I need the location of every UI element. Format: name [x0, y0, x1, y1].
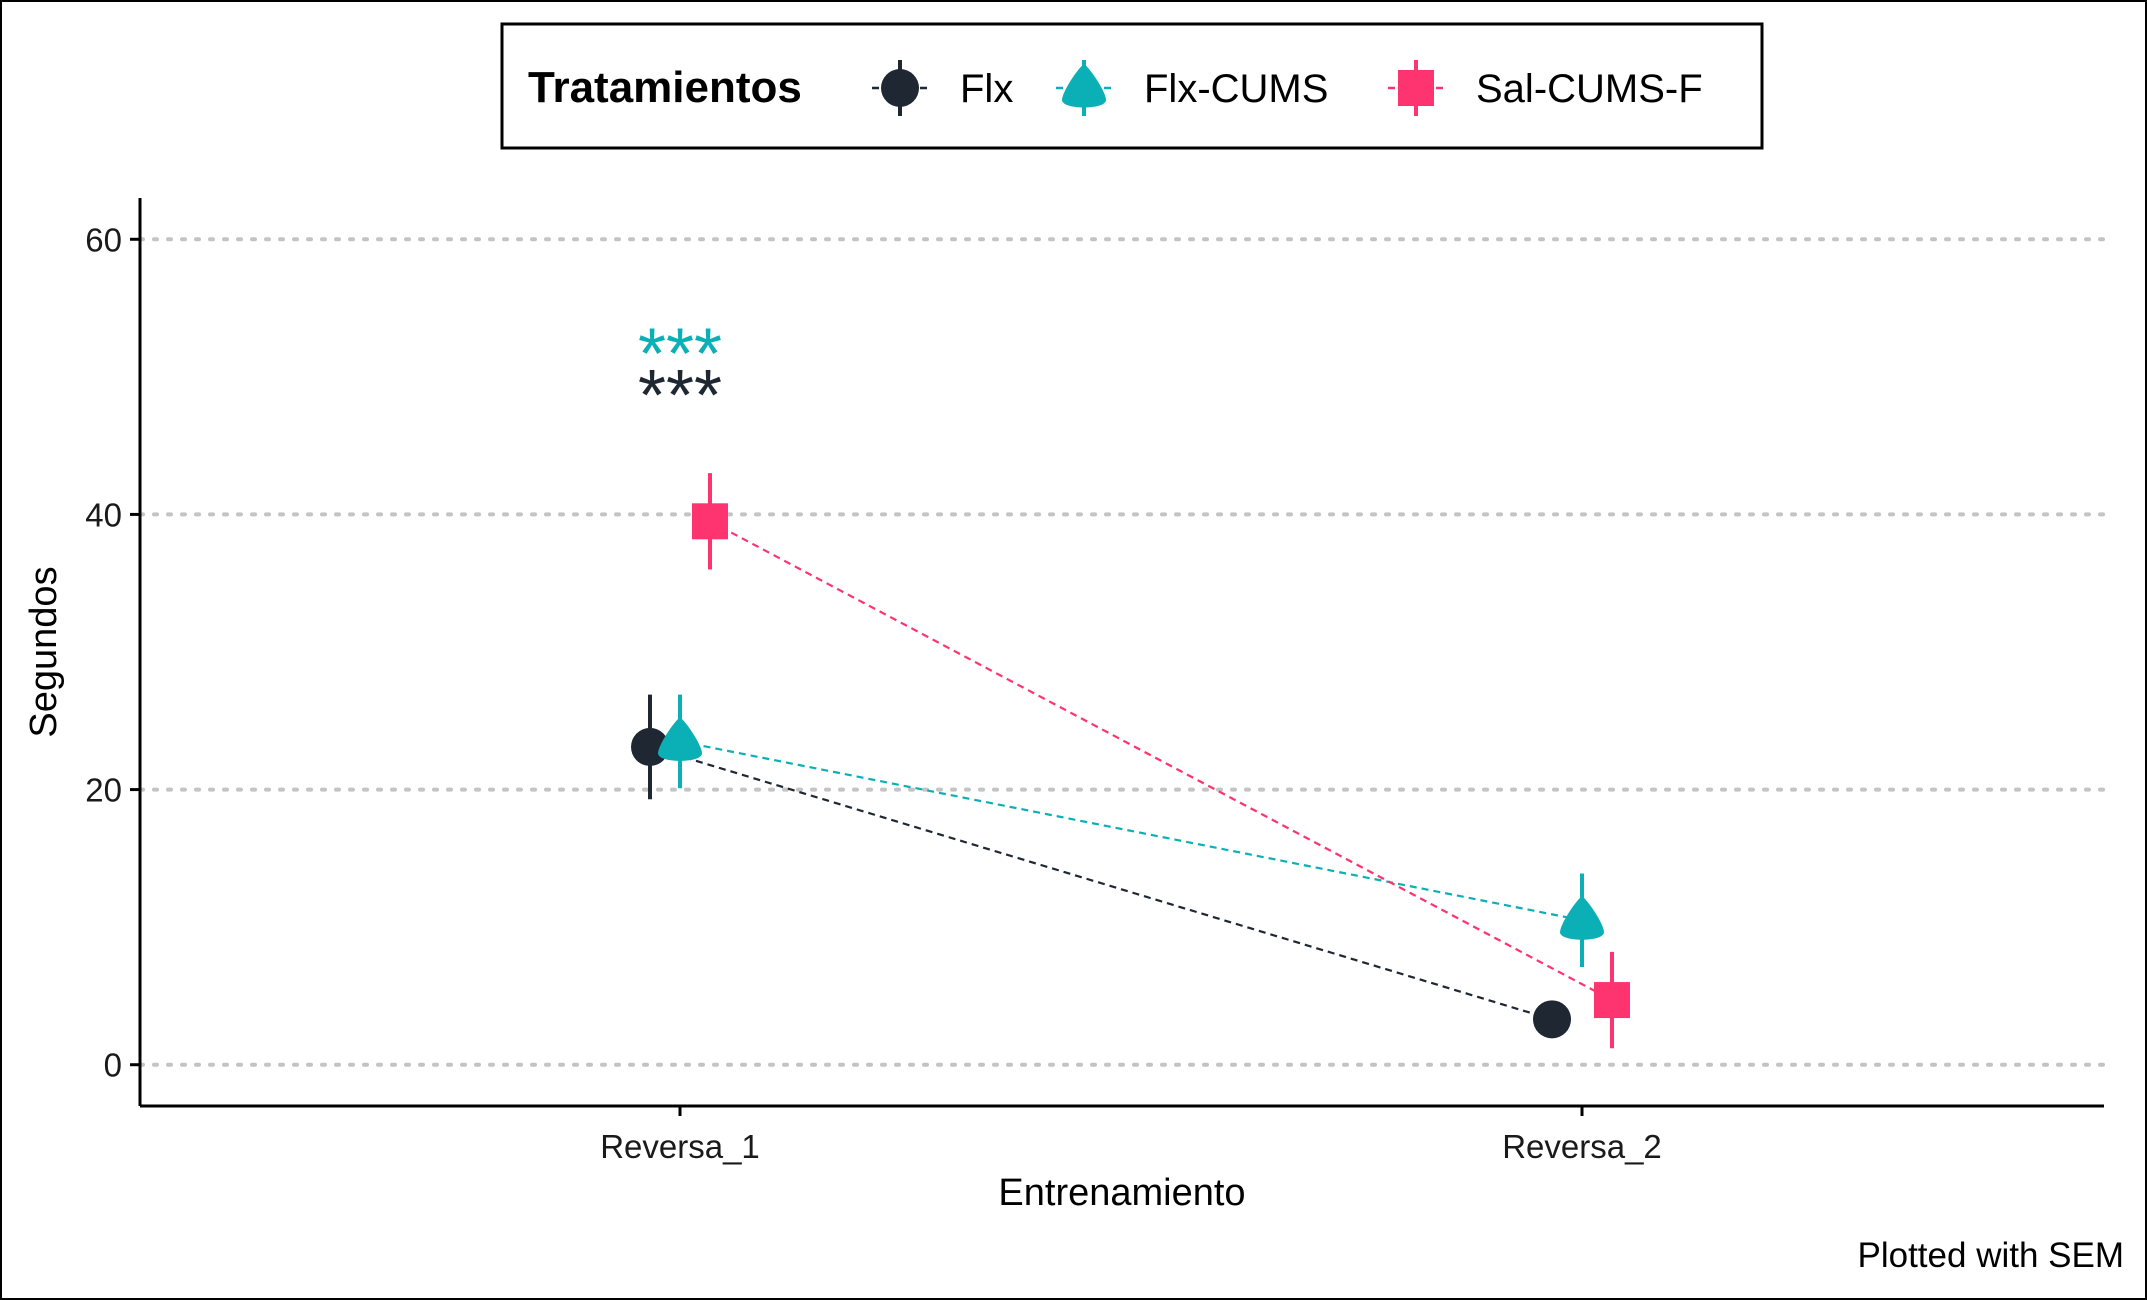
legend-key-flx-cums [1056, 60, 1112, 116]
legend-label: Sal-CUMS-F [1476, 67, 1703, 111]
legend-marker [881, 69, 919, 107]
grid-lines [138, 237, 2106, 1067]
x-axis-title: Entrenamiento [998, 1172, 1245, 1214]
legend-key-sal-cums-f [1388, 60, 1444, 116]
x-tick-label: Reversa_2 [1502, 1128, 1662, 1165]
data-point [1560, 896, 1604, 940]
y-tick-label: 0 [104, 1047, 122, 1084]
data-point [1533, 1000, 1571, 1039]
legend-label: Flx [960, 67, 1013, 111]
series-line [709, 520, 1613, 1002]
legend-label: Flx-CUMS [1144, 67, 1328, 111]
series-layer [631, 473, 1630, 1049]
legend-title: Tratamientos [528, 63, 802, 112]
axes: 0 20 40 60 Reversa_1 Reversa_2 [85, 198, 2104, 1165]
y-tick-label: 20 [85, 772, 122, 809]
y-axis-title: Segundos [23, 566, 65, 737]
series-line [649, 745, 1553, 1021]
series-sal-cums-f [692, 473, 1630, 1049]
data-point [1594, 982, 1630, 1019]
y-tick-label: 60 [85, 221, 122, 258]
legend: Tratamientos Flx Flx-CUMS Sal-CUMS-F [500, 22, 1764, 150]
significance-annotation: *** [638, 356, 722, 436]
data-point [658, 717, 702, 761]
y-tick-label: 40 [85, 496, 122, 533]
data-point [692, 503, 728, 540]
legend-key-flx [872, 60, 928, 116]
legend-marker [1398, 70, 1434, 106]
chart-caption: Plotted with SEM [1858, 1236, 2125, 1275]
data-point [631, 727, 669, 766]
series-flx [631, 694, 1571, 1039]
significance-annotation: *** [638, 315, 722, 395]
series-line [679, 740, 1583, 922]
legend-marker [1062, 64, 1106, 108]
series-flx-cums [658, 694, 1604, 968]
annotation-layer: ****** [638, 315, 722, 436]
x-tick-label: Reversa_1 [600, 1128, 760, 1165]
legend-box [500, 22, 1764, 150]
